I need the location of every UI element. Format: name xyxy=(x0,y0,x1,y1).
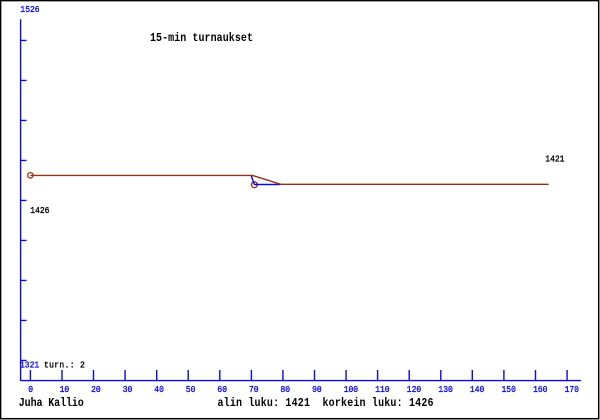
svg-text:1526: 1526 xyxy=(20,5,39,16)
svg-text:130: 130 xyxy=(438,384,452,395)
svg-text:Juha Kallio: Juha Kallio xyxy=(19,397,84,410)
svg-text:120: 120 xyxy=(407,384,421,395)
svg-text:1426: 1426 xyxy=(30,205,49,216)
svg-text:1321: 1321 xyxy=(20,360,39,371)
svg-text:turn.: 2: turn.: 2 xyxy=(44,360,85,371)
svg-text:15-min turnaukset: 15-min turnaukset xyxy=(150,32,253,45)
svg-text:70: 70 xyxy=(249,384,259,395)
svg-text:10: 10 xyxy=(60,384,70,395)
svg-text:20: 20 xyxy=(91,384,101,395)
svg-text:0: 0 xyxy=(28,384,33,395)
svg-text:60: 60 xyxy=(217,384,227,395)
svg-text:30: 30 xyxy=(123,384,133,395)
svg-text:100: 100 xyxy=(344,384,358,395)
svg-text:90: 90 xyxy=(312,384,322,395)
svg-text:170: 170 xyxy=(565,384,579,395)
svg-text:150: 150 xyxy=(502,384,516,395)
svg-text:80: 80 xyxy=(281,384,291,395)
svg-text:1421: 1421 xyxy=(545,154,564,165)
svg-text:140: 140 xyxy=(470,384,484,395)
svg-text:110: 110 xyxy=(375,384,389,395)
svg-text:alin luku: 1421 korkein luku:: alin luku: 1421 korkein luku: 1426 xyxy=(218,397,434,410)
svg-text:50: 50 xyxy=(186,384,196,395)
svg-text:160: 160 xyxy=(533,384,547,395)
svg-text:40: 40 xyxy=(154,384,164,395)
